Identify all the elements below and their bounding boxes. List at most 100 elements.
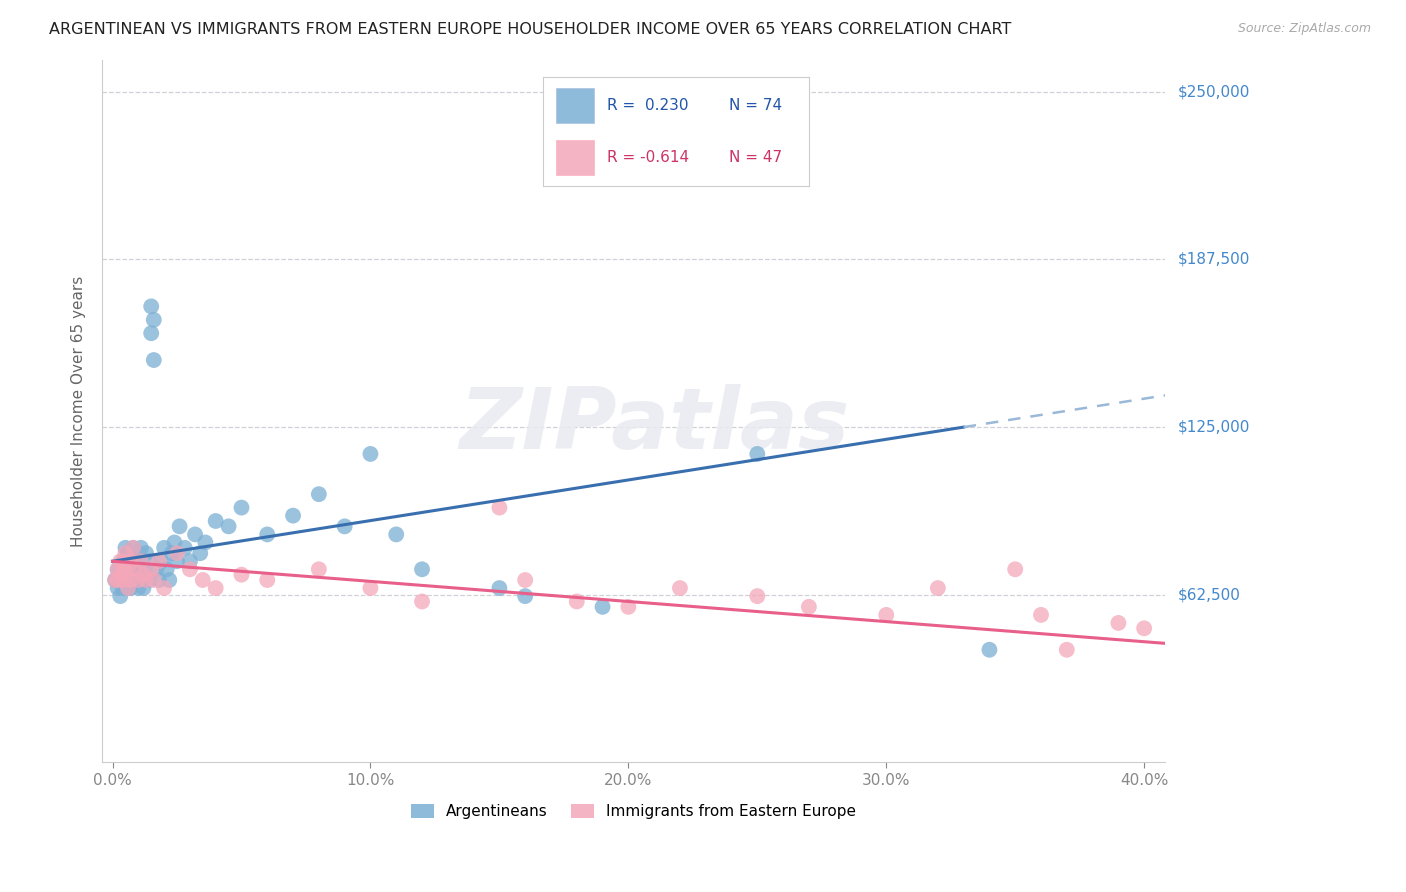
Point xyxy=(256,527,278,541)
Point xyxy=(231,500,253,515)
Point xyxy=(308,562,330,576)
Text: ARGENTINEAN VS IMMIGRANTS FROM EASTERN EUROPE HOUSEHOLDER INCOME OVER 65 YEARS C: ARGENTINEAN VS IMMIGRANTS FROM EASTERN E… xyxy=(49,22,1011,37)
Point xyxy=(122,541,145,555)
Text: $187,500: $187,500 xyxy=(1178,252,1250,267)
Point xyxy=(142,313,165,327)
Point xyxy=(163,535,186,549)
Point xyxy=(114,562,136,576)
Point xyxy=(110,567,132,582)
Point xyxy=(120,567,142,582)
Point xyxy=(669,581,692,595)
Point xyxy=(150,554,173,568)
Point xyxy=(114,567,136,582)
Point xyxy=(114,554,136,568)
Point xyxy=(127,581,149,595)
Point xyxy=(111,581,134,595)
Point xyxy=(308,487,330,501)
Point xyxy=(120,554,142,568)
Point xyxy=(148,573,170,587)
Point xyxy=(132,567,155,582)
Point xyxy=(1029,607,1052,622)
Point xyxy=(1056,642,1078,657)
Point xyxy=(120,581,142,595)
Point xyxy=(129,554,152,568)
Text: Source: ZipAtlas.com: Source: ZipAtlas.com xyxy=(1237,22,1371,36)
Point xyxy=(488,500,510,515)
Point xyxy=(114,554,136,568)
Point xyxy=(153,581,176,595)
Point xyxy=(173,541,195,555)
Point xyxy=(117,546,139,560)
Point xyxy=(1133,621,1156,635)
Point xyxy=(114,546,136,560)
Point xyxy=(747,447,769,461)
Point xyxy=(231,567,253,582)
Point xyxy=(132,581,155,595)
Point xyxy=(122,573,145,587)
Point xyxy=(488,581,510,595)
Point xyxy=(797,599,820,614)
Point xyxy=(184,527,207,541)
Legend: Argentineans, Immigrants from Eastern Europe: Argentineans, Immigrants from Eastern Eu… xyxy=(405,797,862,825)
Point xyxy=(125,567,148,582)
Point xyxy=(333,519,356,533)
Point xyxy=(120,573,142,587)
Text: ZIPatlas: ZIPatlas xyxy=(460,384,849,467)
Point xyxy=(117,562,139,576)
Point xyxy=(166,554,188,568)
Point xyxy=(104,573,127,587)
Point xyxy=(194,535,217,549)
Point xyxy=(111,573,134,587)
Point xyxy=(114,541,136,555)
Y-axis label: Householder Income Over 65 years: Householder Income Over 65 years xyxy=(72,276,86,547)
Point xyxy=(411,562,433,576)
Point xyxy=(122,562,145,576)
Point xyxy=(204,514,226,528)
Point xyxy=(129,541,152,555)
Point xyxy=(281,508,304,523)
Point xyxy=(145,562,167,576)
Point xyxy=(110,567,132,582)
Point xyxy=(359,581,381,595)
Point xyxy=(135,567,157,582)
Point xyxy=(117,567,139,582)
Point xyxy=(132,562,155,576)
Point xyxy=(107,573,129,587)
Point xyxy=(117,562,139,576)
Text: $250,000: $250,000 xyxy=(1178,84,1250,99)
Point xyxy=(135,546,157,560)
Point xyxy=(160,546,183,560)
Point xyxy=(111,554,134,568)
Point xyxy=(156,562,179,576)
Point xyxy=(120,573,142,587)
Point xyxy=(127,573,149,587)
Point xyxy=(107,581,129,595)
Point xyxy=(141,299,163,313)
Point xyxy=(927,581,949,595)
Point xyxy=(138,573,160,587)
Point xyxy=(127,573,149,587)
Point xyxy=(875,607,897,622)
Point xyxy=(114,573,136,587)
Point xyxy=(141,562,163,576)
Text: $125,000: $125,000 xyxy=(1178,419,1250,434)
Point xyxy=(411,594,433,608)
Point xyxy=(148,554,170,568)
Point xyxy=(1004,562,1026,576)
Text: $62,500: $62,500 xyxy=(1178,587,1240,602)
Point xyxy=(179,554,201,568)
Point xyxy=(142,353,165,368)
Point xyxy=(127,562,149,576)
Point xyxy=(515,573,537,587)
Point xyxy=(117,581,139,595)
Point xyxy=(166,546,188,560)
Point xyxy=(617,599,640,614)
Point xyxy=(111,573,134,587)
Point xyxy=(204,581,226,595)
Point xyxy=(1107,615,1129,630)
Point xyxy=(592,599,614,614)
Point xyxy=(132,573,155,587)
Point xyxy=(515,589,537,603)
Point xyxy=(111,562,134,576)
Point xyxy=(110,573,132,587)
